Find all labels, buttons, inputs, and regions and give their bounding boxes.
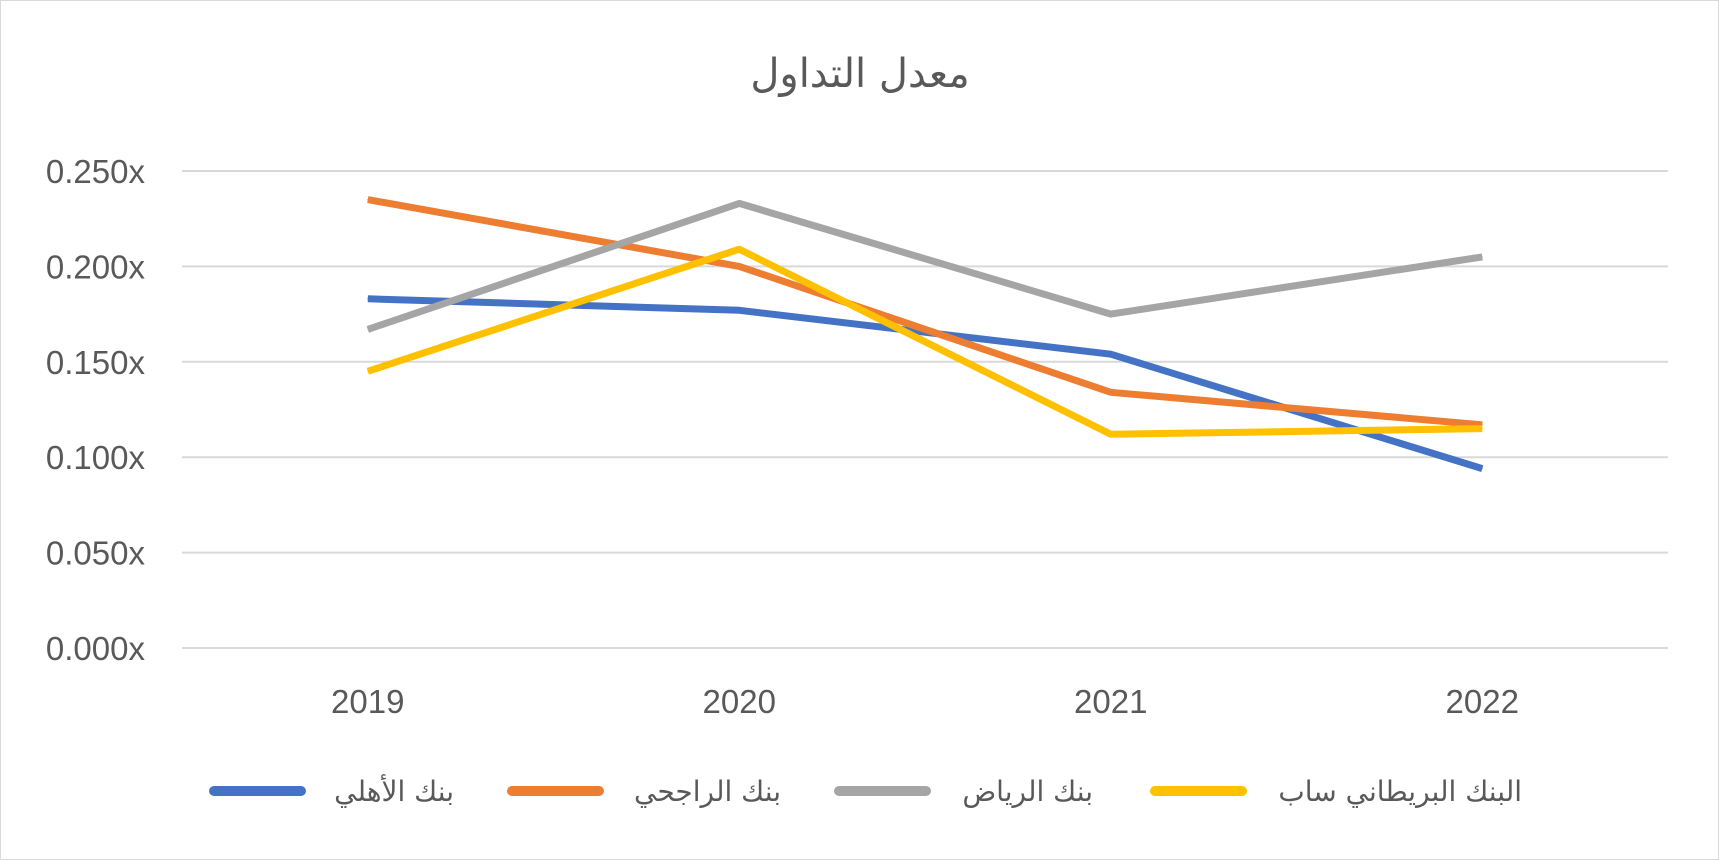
data-point: [1481, 424, 1483, 426]
data-point: [367, 370, 369, 372]
legend-label: بنك الأهلي: [334, 773, 454, 808]
y-tick-label: 0.250x: [46, 153, 146, 190]
grid-group: [182, 170, 1668, 649]
y-tick-label: 0.100x: [46, 439, 146, 476]
legend: بنك الأهلي بنك الراجحي بنك الرياض البنك الب…: [209, 773, 1522, 808]
legend-label: بنك الراجحي: [634, 775, 781, 808]
data-point: [367, 199, 369, 201]
series-line: [366, 245, 1483, 438]
y-tick-label: 0.200x: [46, 248, 146, 285]
y-tick-label: 0.050x: [46, 535, 146, 572]
legend-label: بنك الرياض: [962, 775, 1093, 808]
series-group: [366, 196, 1484, 472]
data-point: [1110, 391, 1112, 393]
data-point: [1481, 468, 1483, 470]
data-point: [738, 309, 740, 311]
x-axis-ticks: 2019 2020 2021 2022: [331, 683, 1519, 720]
x-tick-label: 2021: [1074, 683, 1147, 720]
data-point: [738, 248, 740, 250]
data-point: [367, 298, 369, 300]
data-point: [1110, 353, 1112, 355]
x-tick-label: 2019: [331, 683, 404, 720]
data-point: [1110, 433, 1112, 435]
y-tick-label: 0.000x: [46, 630, 146, 667]
chart-title: معدل التداول: [750, 51, 969, 97]
data-point: [738, 265, 740, 267]
series-line: [366, 199, 1483, 333]
data-point: [1481, 428, 1483, 430]
data-point: [1481, 256, 1483, 258]
x-tick-label: 2020: [703, 683, 776, 720]
x-tick-label: 2022: [1446, 683, 1519, 720]
y-tick-label: 0.150x: [46, 344, 146, 381]
y-axis-ticks: 0.000x 0.050x 0.100x 0.150x 0.200x 0.250x: [46, 153, 146, 667]
data-point: [367, 328, 369, 330]
data-point: [1110, 313, 1112, 315]
legend-label: البنك البريطاني ساب: [1278, 775, 1522, 808]
series-line: [367, 196, 1483, 429]
data-point: [738, 202, 740, 204]
series-line: [367, 295, 1484, 472]
